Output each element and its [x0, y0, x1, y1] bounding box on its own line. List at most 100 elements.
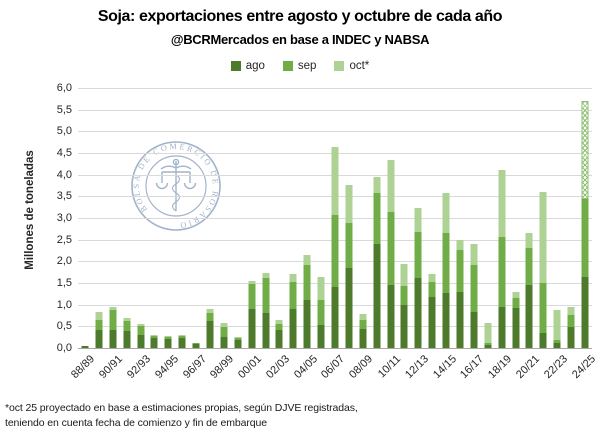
y-tick-label: 5,0	[56, 125, 72, 138]
bar-93-94	[147, 88, 161, 348]
bar-stack	[581, 101, 589, 348]
bar-stack	[234, 336, 242, 348]
bar-segment-ago	[373, 244, 381, 348]
bar-segment-ago	[206, 320, 214, 348]
bar-stack	[109, 306, 117, 348]
bar-10-11	[384, 88, 398, 348]
bar-segment-ago	[512, 308, 520, 348]
bar-stack	[442, 193, 450, 348]
bar-segment-ago	[539, 333, 547, 348]
x-tick-label-98-99: 98/99	[208, 353, 237, 381]
bar-segment-sep	[192, 342, 200, 344]
bar-01-02	[259, 88, 273, 348]
bar-91-92	[120, 88, 134, 348]
x-tick-label-20-21: 20/21	[514, 353, 542, 381]
x-tick-label-10-11: 10/11	[375, 353, 404, 381]
bar-segment-ago	[220, 337, 228, 348]
bar-stack	[373, 177, 381, 348]
caduceus-icon	[155, 158, 197, 212]
bcr-watermark-seal: BOLSA DE COMERCIO DE ROSARIO	[131, 141, 221, 231]
bar-segment-sep	[525, 248, 533, 286]
bar-segment-sep	[275, 324, 283, 330]
legend-item-oct: oct*	[334, 60, 369, 72]
bar-segment-ago	[109, 329, 117, 348]
bar-stack	[456, 240, 464, 348]
y-tick-label: 1,5	[56, 277, 72, 289]
bar-segment-oct	[456, 240, 464, 251]
bar-segment-oct	[553, 309, 561, 341]
legend: ago sep oct*	[0, 60, 600, 72]
bar-segment-sep	[539, 283, 547, 334]
bar-segment-ago	[581, 276, 589, 348]
bar-segment-oct	[289, 274, 297, 282]
bar-segment-oct	[150, 335, 158, 336]
bar-18-19	[495, 88, 509, 348]
x-tick-label-04-05: 04/05	[291, 353, 320, 381]
bar-stack	[539, 191, 547, 348]
bar-99-00	[231, 88, 245, 348]
bar-segment-sep	[387, 211, 395, 286]
bar-segment-sep	[234, 337, 242, 341]
bar-segment-oct	[178, 335, 186, 337]
bar-segment-ago	[442, 293, 450, 348]
bar-16-17	[467, 88, 481, 348]
bar-segment-ago	[164, 339, 172, 348]
bar-segment-ago	[498, 306, 506, 348]
y-tick-label: 5,5	[56, 103, 72, 116]
legend-item-ago: ago	[230, 60, 265, 72]
x-tick-label-96-97: 96/97	[180, 353, 209, 381]
bar-segment-ago	[234, 340, 242, 348]
bar-stack	[567, 306, 575, 348]
x-tick-label-00-01: 00/01	[236, 353, 265, 381]
bar-90-91	[106, 88, 120, 348]
legend-swatch-icon	[230, 61, 241, 71]
bar-04-05	[300, 88, 314, 348]
bar-segment-oct	[567, 306, 575, 316]
bar-segment-sep	[150, 335, 158, 339]
bar-stack	[206, 309, 214, 348]
bar-segment-oct	[303, 254, 311, 265]
bar-stack	[428, 273, 436, 348]
x-tick-label-08-09: 08/09	[347, 353, 376, 381]
gridline	[78, 109, 592, 111]
bar-95-96	[175, 88, 189, 348]
x-tick-label-92-93: 92/93	[125, 353, 154, 381]
bar-stack	[248, 280, 256, 348]
footnote-line-2: teniendo en cuenta fecha de comienzo y f…	[5, 417, 267, 429]
bar-15-16	[453, 88, 467, 348]
bar-stack	[387, 159, 395, 348]
bar-segment-oct	[234, 336, 242, 338]
bar-segment-ago	[484, 344, 492, 348]
bar-segment-oct	[220, 323, 228, 328]
gridline	[78, 131, 592, 133]
bar-segment-sep	[164, 336, 172, 340]
bar-segment-oct	[512, 291, 520, 299]
bar-segment-oct	[414, 208, 422, 232]
bar-stack	[303, 254, 311, 348]
x-axis-line	[78, 348, 592, 349]
bar-segment-ago	[456, 291, 464, 348]
bar-segment-ago	[150, 338, 158, 348]
bar-segment-sep	[512, 298, 520, 309]
x-tick-label-22-23: 22/23	[541, 353, 570, 381]
y-tick-label: 0,5	[56, 320, 72, 333]
bar-segment-ago	[387, 285, 395, 348]
bar-segment-sep	[567, 315, 575, 327]
bar-19-20	[509, 88, 523, 348]
bar-stack	[414, 208, 422, 348]
bar-segment-sep	[581, 198, 589, 277]
bar-segment-sep	[95, 319, 103, 330]
bar-98-99	[217, 88, 231, 348]
x-tick-label-88-89: 88/89	[69, 353, 98, 381]
bar-segment-ago	[289, 309, 297, 348]
bar-segment-oct	[525, 233, 533, 249]
bar-segment-oct	[484, 322, 492, 344]
bar-segment-sep	[414, 231, 422, 279]
bar-segment-ago	[95, 329, 103, 348]
bar-segment-oct	[470, 244, 478, 265]
x-tick-label-12-13: 12/13	[402, 353, 431, 381]
bar-13-14	[425, 88, 439, 348]
bar-segment-sep	[400, 286, 408, 305]
bar-segment-ago	[303, 299, 311, 348]
